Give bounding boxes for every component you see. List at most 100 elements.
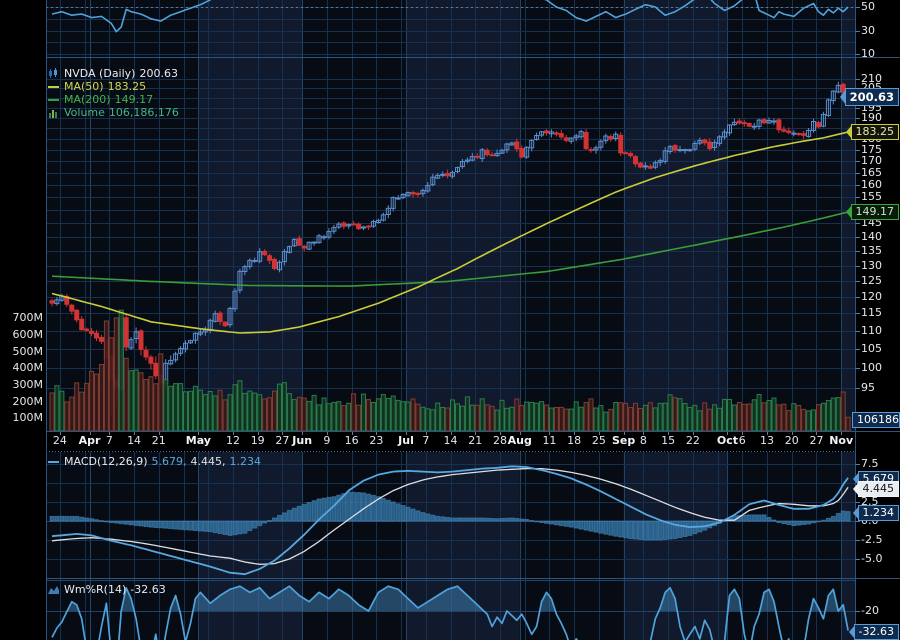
wpr-value: -32.63 (130, 583, 166, 596)
date-axis-label: 6 (738, 434, 746, 447)
price-axis-label: 135 (861, 243, 882, 257)
panel-borders (46, 0, 900, 640)
ma200-value: 149.17 (114, 93, 154, 106)
badge-arrow (852, 505, 859, 520)
date-axis-label: 16 (344, 434, 359, 447)
macd-value: 5.679, (151, 455, 187, 468)
macd-line-icon (48, 460, 60, 464)
date-axis-label: 7 (422, 434, 430, 447)
price-axis-label: 165 (861, 165, 882, 179)
price-axis-label: 130 (861, 258, 882, 272)
candlestick-icon (48, 68, 60, 79)
ma50-value: 183.25 (107, 80, 147, 93)
date-axis-label: 22 (685, 434, 700, 447)
ma200-label: MA(200) (64, 93, 111, 106)
macd-label: MACD(12,26,9) (64, 455, 148, 468)
volume-axis-label: 700M (12, 311, 44, 325)
date-axis-label: 13 (760, 434, 775, 447)
last-price-badge: 200.63 (839, 87, 899, 106)
badge-arrow (839, 88, 846, 105)
ma50-line-icon (48, 85, 60, 89)
date-axis-label: Jul (398, 434, 414, 447)
macd-pane (49, 465, 851, 576)
price-axis-label: 110 (861, 323, 882, 337)
price-pane (49, 81, 851, 431)
date-axis-label: 23 (369, 434, 384, 447)
macd-signal-value: 4.445, (190, 455, 226, 468)
volume-value: 106,186,176 (108, 106, 179, 119)
price-axis-label: 155 (861, 190, 882, 204)
date-axis-label: Oct (716, 434, 739, 447)
wpr-area-icon (48, 585, 60, 595)
date-axis-label: May (185, 434, 211, 447)
legend-macd-row[interactable]: MACD(12,26,9) 5.679, 4.445, 1.234 (48, 455, 261, 468)
volume-axis-label: 600M (12, 327, 44, 341)
macd-signal-badge: 4.445 (852, 481, 899, 498)
badge-arrow (845, 125, 852, 139)
volume-badge: 106186176 (852, 412, 900, 428)
volume-axis-label: 500M (12, 344, 44, 358)
macd-signal-line (51, 467, 849, 565)
wpr-line (51, 585, 849, 640)
legend-wpr-row[interactable]: Wm%R(14) -32.63 (48, 583, 166, 596)
price-axis-label: 120 (861, 289, 882, 303)
date-axis-label: 20 (784, 434, 799, 447)
date-axis-label: 27 (809, 434, 824, 447)
macd-hist-badge: 1.234 (852, 504, 899, 521)
price-axis-label: 190 (861, 110, 882, 124)
legend-volume-row[interactable]: Volume 106,186,176 (48, 106, 179, 119)
top-axis-label: 30 (861, 23, 875, 37)
price-axis-label: 140 (861, 229, 882, 243)
date-axis-label: 18 (567, 434, 582, 447)
legend-symbol-row[interactable]: NVDA (Daily) 200.63 (48, 67, 179, 80)
badge-arrow (845, 205, 852, 220)
date-axis-label: 27 (275, 434, 290, 447)
date-axis-label: 9 (323, 434, 331, 447)
wpr-legend: Wm%R(14) -32.63 (48, 583, 166, 596)
date-axis-label: 25 (591, 434, 606, 447)
date-axis-label: 24 (52, 434, 67, 447)
volume-axis-label: 300M (12, 377, 44, 391)
price-axis-label: 210 (861, 72, 882, 85)
date-axis-label: 15 (661, 434, 676, 447)
ma200-badge: 149.17 (845, 204, 899, 221)
date-axis-label: Apr (78, 434, 101, 447)
wpr-label: Wm%R(14) (64, 583, 127, 596)
badge-arrow (852, 482, 859, 497)
ma50-badge: 183.25 (845, 124, 899, 140)
macd-axis-label: 7.5 (861, 457, 879, 470)
wpr-axis-label: -20 (861, 604, 879, 617)
badge-arrow (852, 471, 859, 486)
price-axis-label: 170 (861, 154, 882, 168)
wpr-badge: -32.63 (848, 623, 899, 640)
macd-axis-label: -2.5 (861, 533, 883, 546)
date-axis-label: 14 (127, 434, 142, 447)
main-legend: NVDA (Daily) 200.63 MA(50) 183.25 MA(200… (48, 67, 179, 119)
price-axis-label: 175 (861, 142, 882, 156)
price-axis-label: 115 (861, 306, 882, 320)
volume-label: Volume (64, 106, 105, 119)
legend-ma200-row[interactable]: MA(200) 149.17 (48, 93, 179, 106)
ma200-line (51, 211, 849, 287)
symbol-title: NVDA (Daily) (64, 67, 136, 80)
legend-ma50-row[interactable]: MA(50) 183.25 (48, 80, 179, 93)
ma50-line (51, 131, 849, 334)
top-indicator-line (51, 0, 849, 33)
price-axis-label: 125 (861, 273, 882, 287)
macd-hist-value: 1.234 (229, 455, 262, 468)
top-axis-label: 10 (861, 47, 875, 60)
date-axis-label: Aug (507, 434, 532, 447)
badge-arrow (848, 624, 855, 639)
macd-legend: MACD(12,26,9) 5.679, 4.445, 1.234 (48, 455, 261, 468)
price-axis-label: 100 (861, 360, 882, 374)
date-axis-label: Nov (829, 434, 854, 447)
symbol-last-price: 200.63 (139, 67, 178, 80)
macd-axis-label: -5.0 (861, 552, 883, 565)
volume-axis-label: 100M (12, 411, 44, 425)
date-axis-label: 7 (105, 434, 113, 447)
date-axis-label: 11 (542, 434, 557, 447)
macd-line (51, 465, 849, 576)
price-axis-label: 160 (861, 177, 882, 191)
